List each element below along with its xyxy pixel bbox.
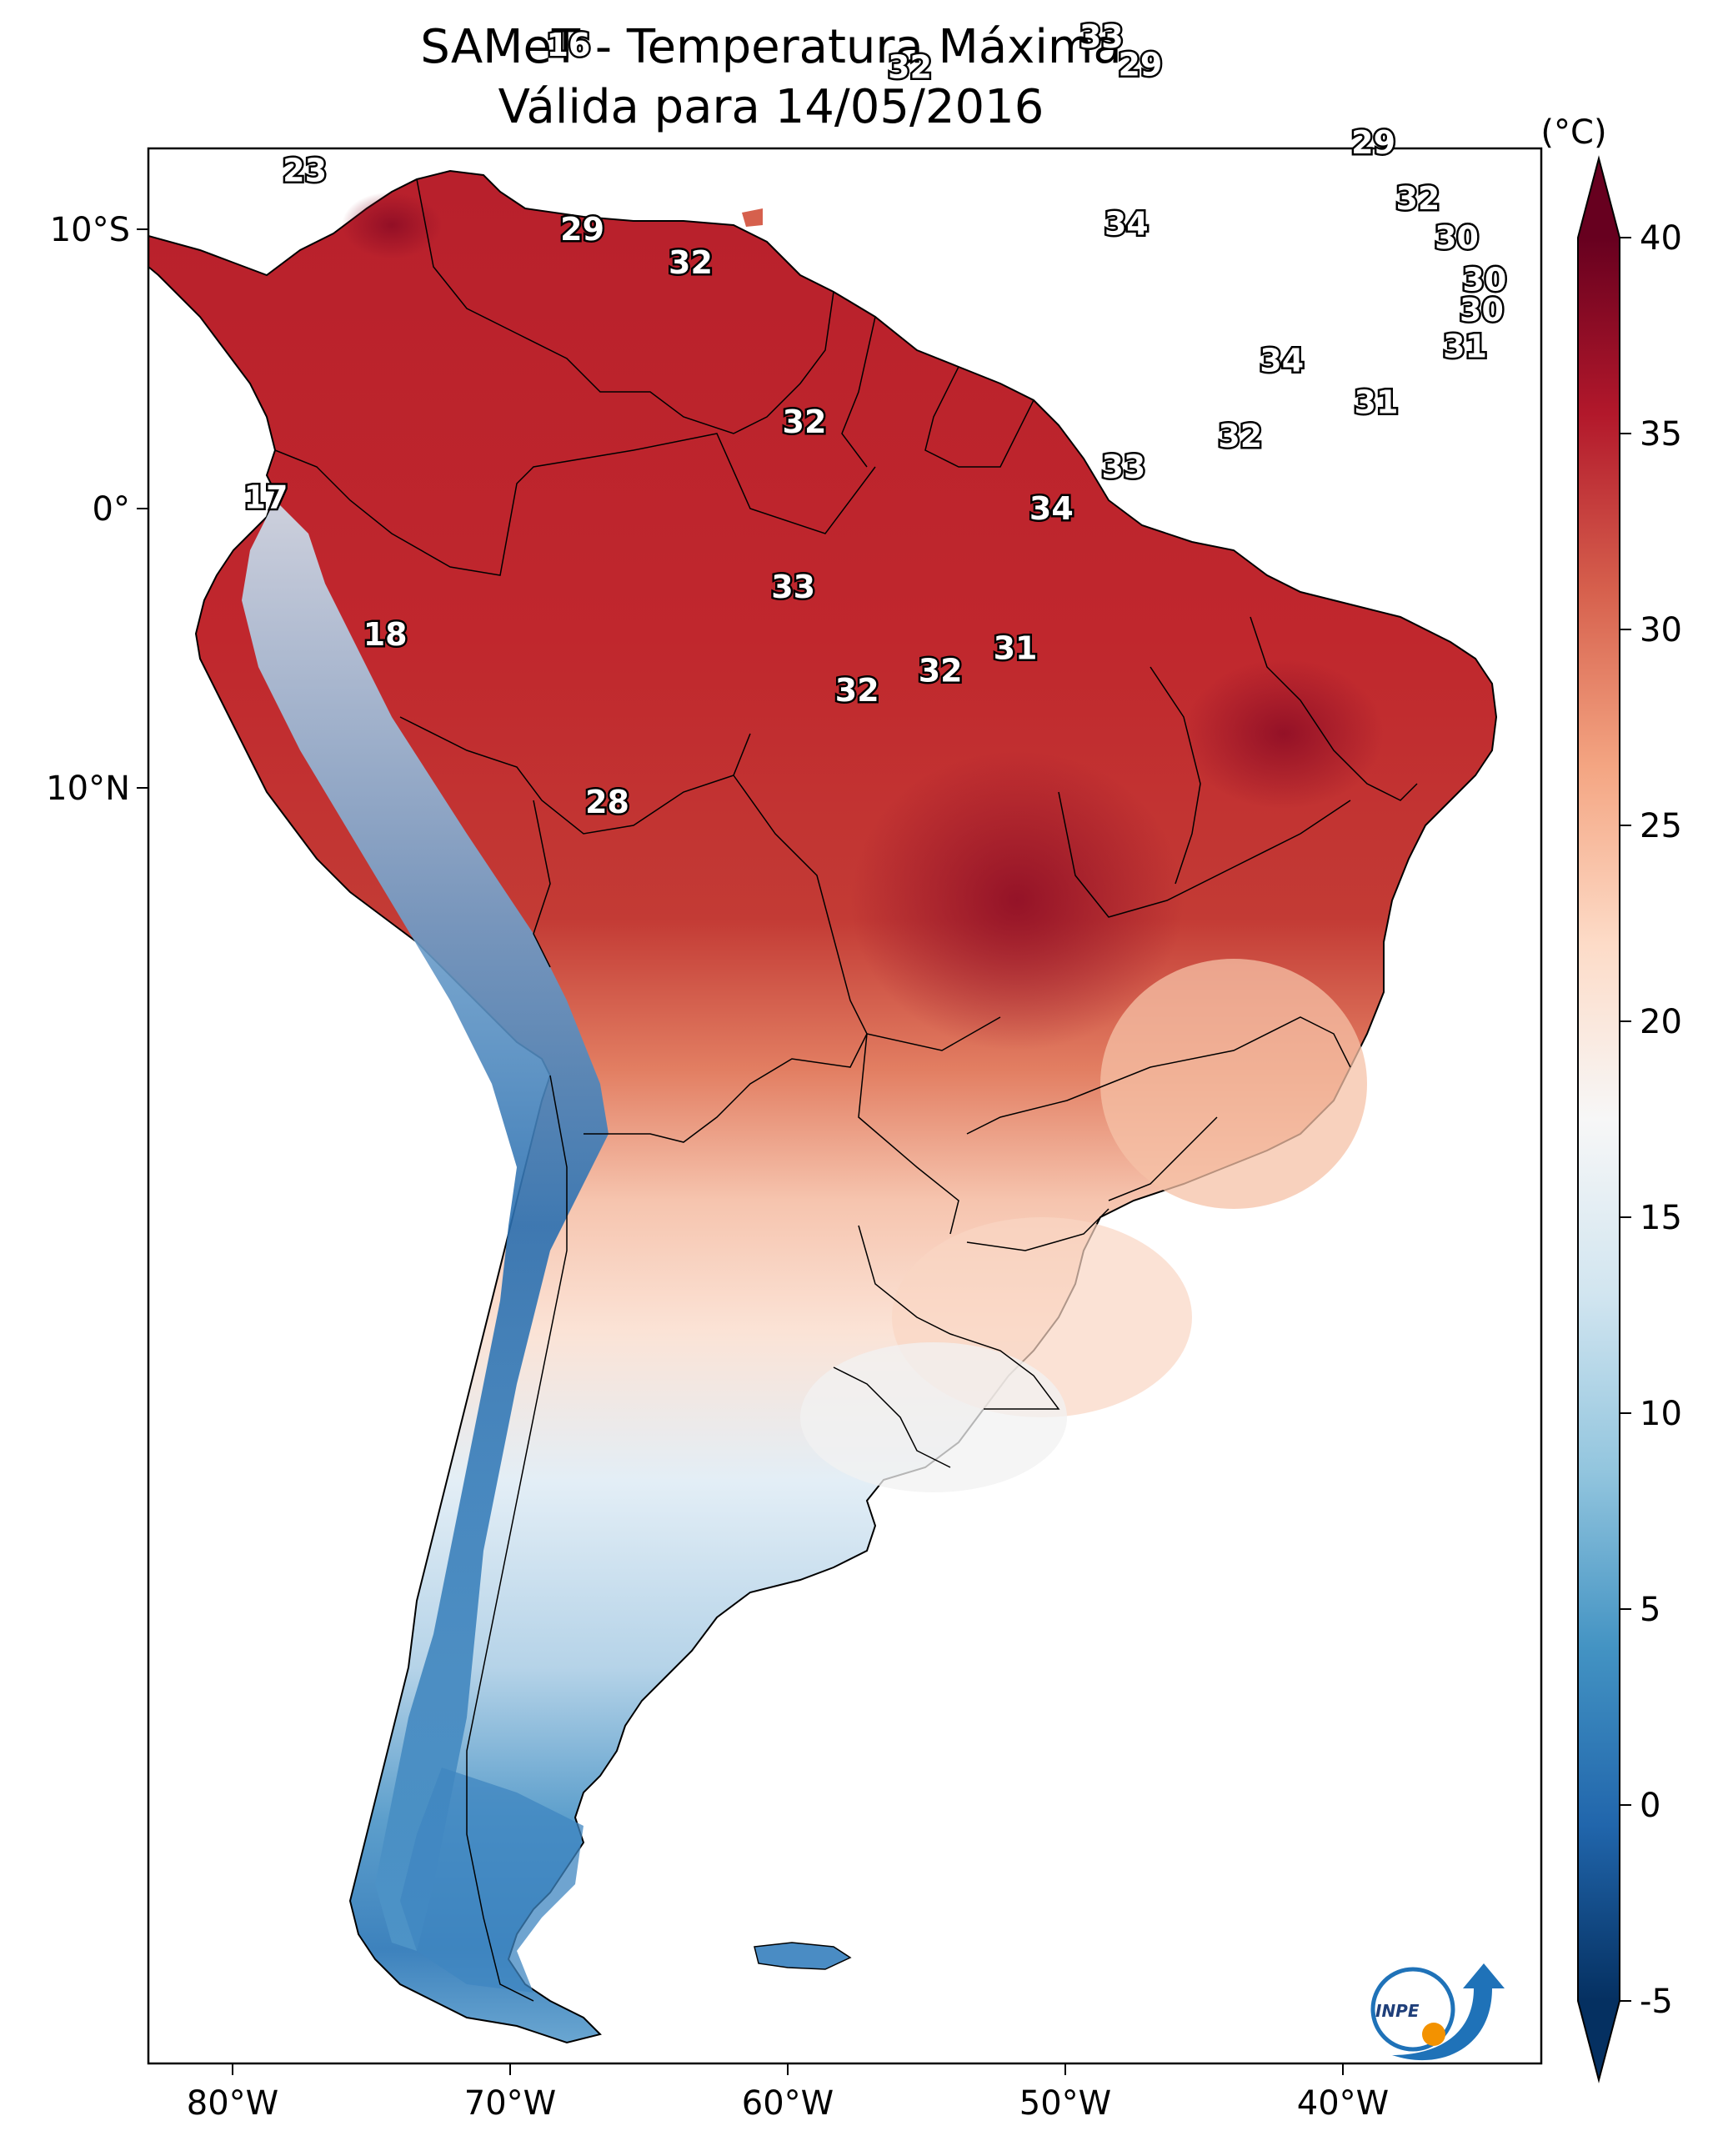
inpe-logo: INPE — [1370, 1963, 1505, 2061]
temperature-value-label: 32 — [888, 49, 932, 86]
temperature-value-label: 23 — [283, 153, 327, 189]
logo-swirl-circle — [1370, 1967, 1455, 2052]
heat-core-northeast-brazil — [1184, 659, 1384, 809]
temperature-value-label: 34 — [1029, 490, 1074, 527]
lon-tick-label: 40°W — [1297, 2084, 1389, 2123]
colorbar-tick-label: 0 — [1640, 1787, 1660, 1825]
temperature-value-label: 32 — [1395, 180, 1440, 217]
temperature-value-label: 29 — [1118, 46, 1162, 83]
lat-tick-label: 10°S — [50, 211, 130, 249]
lat-tick-label: 0° — [93, 490, 130, 529]
temperature-value-label: 32 — [1218, 418, 1262, 454]
latitude-axis: 10°N0°10°S20°S30°S40°S50°S — [46, 211, 148, 808]
temperature-value-label: 28 — [585, 784, 629, 820]
heat-core-central-brazil — [850, 750, 1184, 1050]
map-border — [147, 147, 1543, 2065]
colorbar-ticks: 40 35 30 25 20 15 10 5 0 -5 — [1620, 219, 1682, 2021]
colorbar-tick-label: 15 — [1640, 1199, 1682, 1237]
temperature-value-label: 34 — [1104, 205, 1149, 242]
colorbar-tick-label: 40 — [1640, 219, 1682, 258]
colorbar-tick-label: 10 — [1640, 1395, 1682, 1433]
colorbar: (°C) 40 35 30 25 20 15 10 5 0 -5 — [1540, 113, 1682, 2083]
temperature-value-label: 29 — [1351, 124, 1395, 161]
lon-tick-label: 50°W — [1019, 2084, 1111, 2123]
colorbar-tick-label: -5 — [1640, 1983, 1673, 2021]
heat-core-venezuela — [342, 192, 442, 258]
longitude-axis: 80°W 70°W 60°W 50°W 40°W — [187, 2063, 1389, 2123]
colorbar-unit: (°C) — [1540, 113, 1606, 152]
temperature-value-label: 32 — [919, 652, 963, 689]
mild-zone-southeast-brazil — [1100, 959, 1367, 1209]
temperature-value-label: 18 — [363, 616, 408, 653]
falkland-islands — [754, 1942, 852, 1970]
colorbar-tick-label: 30 — [1640, 611, 1682, 649]
map-title-line2: Válida para 14/05/2016 — [498, 80, 1044, 134]
temperature-value-label: 31 — [1443, 328, 1487, 365]
map-title-line1: SAMeT - Temperatura Máxima — [420, 20, 1122, 74]
colorbar-tick-label: 20 — [1640, 1003, 1682, 1041]
lon-tick-label: 60°W — [742, 2084, 834, 2123]
andes-cold-strip — [242, 500, 609, 1951]
temperature-value-label: 29 — [560, 211, 604, 248]
temperature-value-label: 16 — [546, 27, 590, 63]
temperature-field — [148, 169, 1498, 2044]
trinidad-island — [742, 208, 763, 227]
patagonia-cold-zone — [400, 1767, 584, 1993]
temperature-value-label: 32 — [835, 672, 879, 709]
temperature-value-label: 34 — [1260, 342, 1304, 379]
temperature-value-label: 33 — [1079, 18, 1124, 55]
country-borders — [274, 178, 1418, 2002]
lat-tick-label: 10°N — [46, 770, 130, 808]
temperature-value-label: 33 — [1101, 449, 1145, 485]
colorbar-tick-label: 35 — [1640, 415, 1682, 454]
logo-text: INPE — [1375, 2001, 1420, 2021]
temperature-value-label: 30 — [1435, 219, 1479, 256]
logo-orange-dot — [1422, 2023, 1445, 2046]
temperature-value-label: 32 — [669, 244, 713, 281]
logo-arrow-icon — [1392, 1963, 1505, 2061]
lon-tick-label: 70°W — [464, 2084, 556, 2123]
lon-tick-label: 80°W — [187, 2084, 278, 2123]
temperature-value-label: 30 — [1460, 292, 1504, 328]
temperature-value-label: 33 — [771, 569, 815, 605]
colorbar-top-extension — [1578, 158, 1620, 238]
colorbar-bottom-extension — [1578, 2001, 1620, 2080]
temperature-value-label: 32 — [783, 404, 827, 440]
mild-zone-uruguay — [800, 1342, 1067, 1492]
south-america-landmass — [148, 169, 1498, 2044]
temperature-value-label: 31 — [1355, 384, 1399, 421]
temperature-value-label: 31 — [994, 630, 1038, 667]
temperature-value-label: 30 — [1462, 261, 1506, 298]
colorbar-tick-label: 25 — [1640, 807, 1682, 845]
temperature-value-label: 17 — [244, 479, 288, 516]
colorbar-body — [1578, 238, 1620, 2001]
colorbar-tick-label: 5 — [1640, 1591, 1660, 1629]
